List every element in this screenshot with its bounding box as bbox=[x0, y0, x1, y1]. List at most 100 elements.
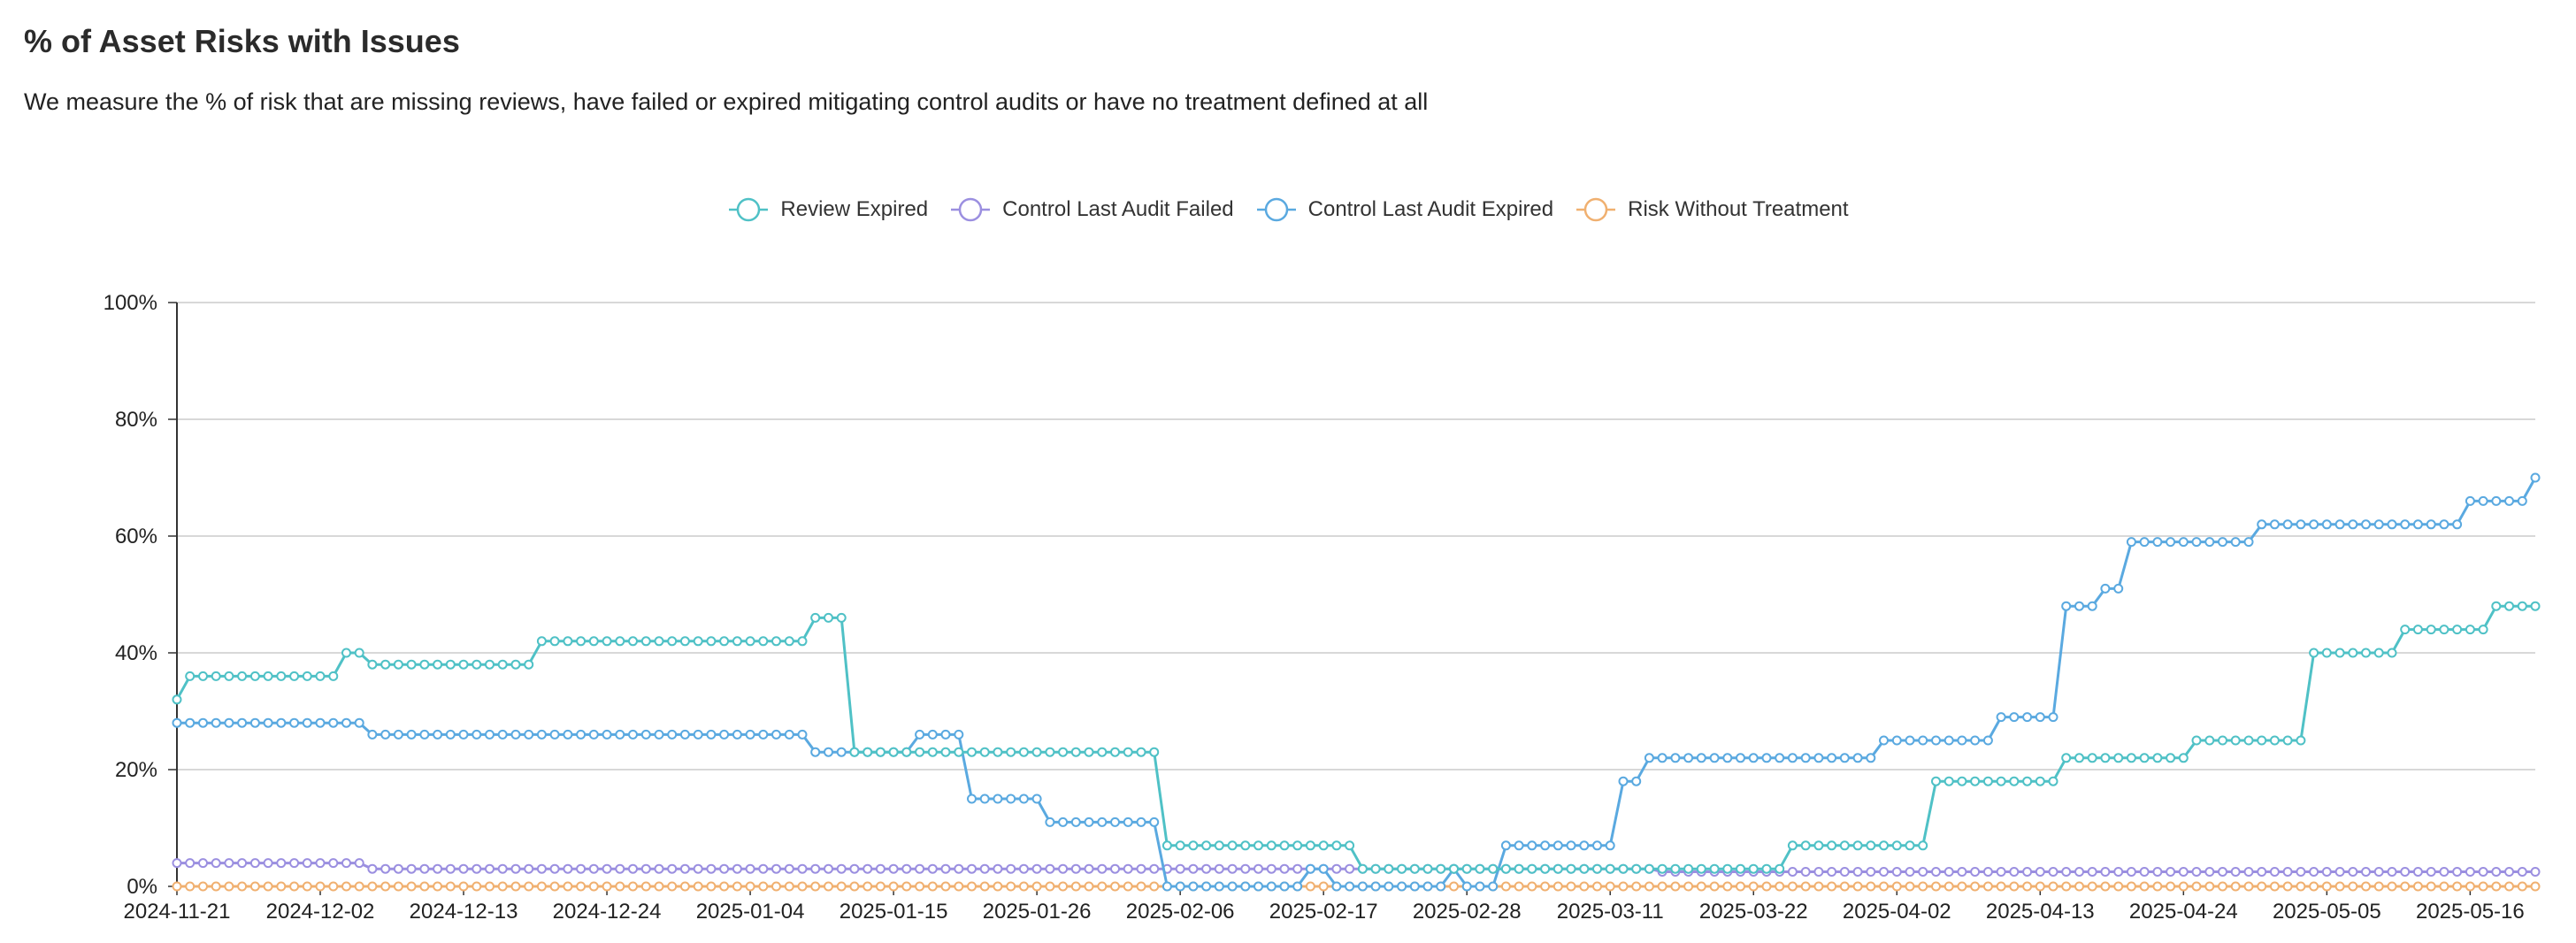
data-point bbox=[588, 881, 599, 892]
series-control-last-audit-expired bbox=[172, 472, 2541, 892]
data-point bbox=[185, 881, 196, 892]
data-point bbox=[1683, 881, 1694, 892]
data-point bbox=[1384, 863, 1394, 874]
data-point bbox=[224, 881, 234, 892]
data-point bbox=[2204, 735, 2215, 746]
data-point bbox=[1488, 863, 1499, 874]
data-point bbox=[745, 636, 755, 647]
data-point bbox=[784, 636, 794, 647]
legend-item[interactable]: Control Last Audit Expired bbox=[1255, 196, 1553, 223]
data-point bbox=[1461, 881, 1472, 892]
data-point bbox=[2334, 648, 2345, 658]
data-point bbox=[2152, 753, 2163, 763]
legend-item[interactable]: Review Expired bbox=[727, 196, 928, 223]
data-point bbox=[940, 747, 951, 757]
data-point bbox=[2048, 776, 2058, 786]
legend-item[interactable]: Control Last Audit Failed bbox=[949, 196, 1234, 223]
data-point bbox=[1996, 712, 2006, 723]
data-point bbox=[2178, 753, 2189, 763]
data-point bbox=[2530, 881, 2541, 892]
data-point bbox=[472, 659, 482, 670]
data-point bbox=[380, 659, 391, 670]
data-point bbox=[1188, 840, 1199, 851]
data-point bbox=[693, 863, 703, 874]
data-point bbox=[967, 881, 977, 892]
data-point bbox=[927, 729, 938, 740]
data-point bbox=[1084, 816, 1094, 827]
data-point bbox=[810, 863, 821, 874]
data-point bbox=[2309, 648, 2319, 658]
legend-label: Review Expired bbox=[780, 197, 929, 221]
data-point bbox=[927, 863, 938, 874]
data-point bbox=[2257, 881, 2267, 892]
data-point bbox=[211, 881, 221, 892]
data-point bbox=[341, 717, 351, 728]
data-point bbox=[433, 659, 443, 670]
data-point bbox=[1331, 863, 1342, 874]
data-point bbox=[1852, 867, 1863, 877]
data-point bbox=[915, 863, 925, 874]
data-point bbox=[2348, 867, 2358, 877]
legend-item[interactable]: Risk Without Treatment bbox=[1575, 196, 1849, 223]
data-point bbox=[1579, 840, 1590, 851]
data-point bbox=[1214, 863, 1224, 874]
data-point bbox=[797, 729, 808, 740]
data-point bbox=[536, 636, 547, 647]
data-point bbox=[1357, 881, 1368, 892]
data-point bbox=[1266, 881, 1276, 892]
data-point bbox=[901, 881, 912, 892]
data-point bbox=[693, 881, 703, 892]
data-point bbox=[667, 636, 678, 647]
data-point bbox=[1891, 881, 1902, 892]
data-point bbox=[602, 881, 612, 892]
data-point bbox=[1514, 881, 1524, 892]
data-point bbox=[1149, 881, 1160, 892]
data-point bbox=[1879, 735, 1889, 746]
data-point bbox=[2387, 867, 2397, 877]
data-point bbox=[1188, 881, 1199, 892]
data-point bbox=[263, 881, 273, 892]
data-point bbox=[406, 729, 417, 740]
data-point bbox=[2230, 735, 2241, 746]
data-point bbox=[588, 729, 599, 740]
data-point bbox=[602, 729, 612, 740]
data-point bbox=[2035, 776, 2045, 786]
data-point bbox=[458, 659, 469, 670]
data-point bbox=[1006, 863, 1016, 874]
data-point bbox=[1839, 881, 1850, 892]
data-point bbox=[810, 747, 821, 757]
data-point bbox=[510, 729, 521, 740]
data-point bbox=[172, 694, 182, 705]
data-point bbox=[354, 858, 364, 869]
data-point bbox=[1696, 753, 1706, 763]
data-point bbox=[1031, 881, 1042, 892]
data-point bbox=[1670, 753, 1681, 763]
data-point bbox=[380, 881, 391, 892]
data-point bbox=[1552, 881, 1563, 892]
data-point bbox=[979, 747, 990, 757]
data-point bbox=[2361, 881, 2371, 892]
data-point bbox=[2361, 867, 2371, 877]
data-point bbox=[1110, 881, 1120, 892]
data-point bbox=[315, 671, 326, 681]
data-point bbox=[1552, 840, 1563, 851]
y-tick-label: 80% bbox=[115, 408, 157, 432]
data-point bbox=[2269, 881, 2280, 892]
data-point bbox=[1696, 881, 1706, 892]
data-point bbox=[2166, 881, 2176, 892]
data-point bbox=[1944, 881, 1954, 892]
data-point bbox=[1500, 840, 1511, 851]
y-tick-label: 40% bbox=[115, 641, 157, 665]
data-point bbox=[2348, 519, 2358, 530]
data-point bbox=[1827, 867, 1837, 877]
data-point bbox=[2257, 735, 2267, 746]
data-point bbox=[1970, 776, 1981, 786]
data-point bbox=[824, 863, 833, 874]
data-point bbox=[2465, 625, 2475, 635]
data-point bbox=[810, 881, 821, 892]
data-point bbox=[1540, 863, 1551, 874]
data-point bbox=[1827, 840, 1837, 851]
data-point bbox=[2074, 601, 2084, 611]
data-point bbox=[1736, 753, 1745, 763]
data-point bbox=[549, 636, 560, 647]
